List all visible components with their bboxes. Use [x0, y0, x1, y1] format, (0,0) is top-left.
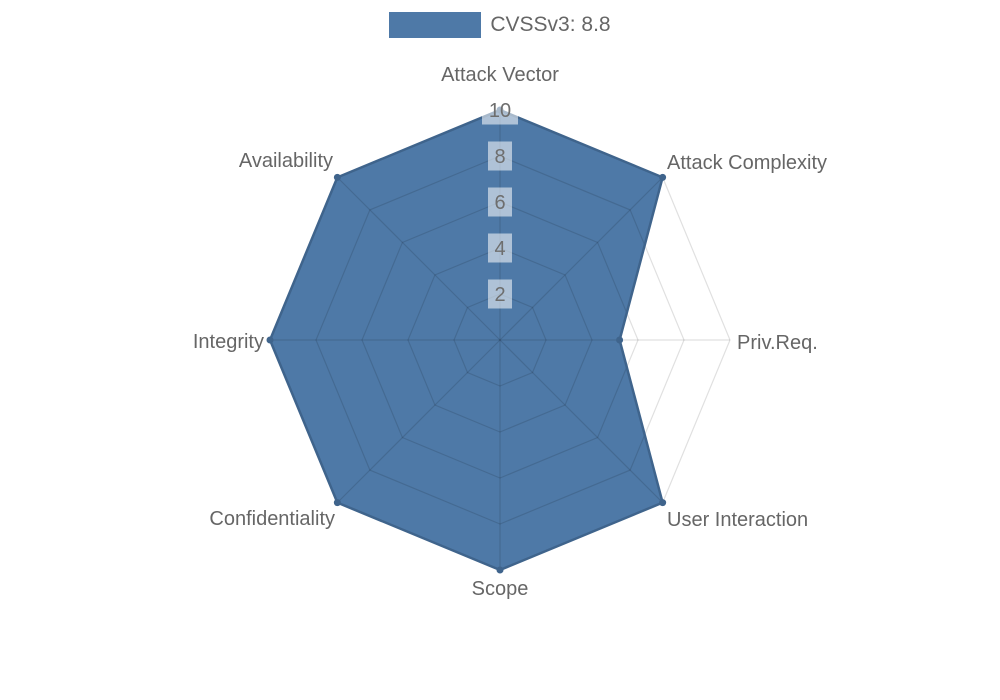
axis-label-scope: Scope: [472, 578, 529, 600]
axis-label-availability: Availability: [239, 150, 333, 172]
tick-label: 6: [494, 192, 505, 214]
grid-spoke: [336, 339, 501, 504]
axis-label-priv-req-: Priv.Req.: [737, 332, 818, 354]
grid-ring: [453, 293, 547, 387]
axis-label-attack-complexity: Attack Complexity: [667, 152, 827, 174]
data-point[interactable]: [616, 336, 624, 344]
data-point[interactable]: [333, 173, 341, 181]
data-point[interactable]: [659, 173, 667, 181]
data-point[interactable]: [266, 336, 274, 344]
data-point[interactable]: [496, 566, 504, 574]
legend-item[interactable]: CVSSv3: 8.8: [0, 12, 1000, 38]
grid-ring: [361, 201, 639, 479]
grid-spoke: [499, 176, 664, 341]
tick-label: 2: [494, 284, 505, 306]
tick-label: 10: [489, 100, 511, 122]
grid-ring: [407, 247, 593, 433]
axis-label-attack-vector: Attack Vector: [441, 64, 559, 86]
tick-backdrop: [488, 233, 512, 263]
tick-backdrop: [488, 279, 512, 309]
tick-backdrop: [482, 95, 518, 125]
tick-backdrop: [488, 141, 512, 171]
tick-label: 8: [494, 146, 505, 168]
legend-label: CVSSv3: 8.8: [490, 13, 611, 36]
grid-spoke: [336, 176, 501, 341]
data-point[interactable]: [659, 499, 667, 507]
axis-label-integrity: Integrity: [193, 331, 264, 353]
axis-label-user-interaction: User Interaction: [667, 509, 808, 531]
grid-ring: [315, 155, 685, 525]
dataset-fill-polygon[interactable]: [270, 110, 663, 570]
legend-swatch: [389, 12, 482, 38]
grid-spoke: [499, 339, 664, 504]
data-point[interactable]: [333, 499, 341, 507]
axis-label-confidentiality: Confidentiality: [209, 508, 335, 530]
tick-label: 4: [494, 238, 505, 260]
tick-backdrop: [488, 187, 512, 217]
